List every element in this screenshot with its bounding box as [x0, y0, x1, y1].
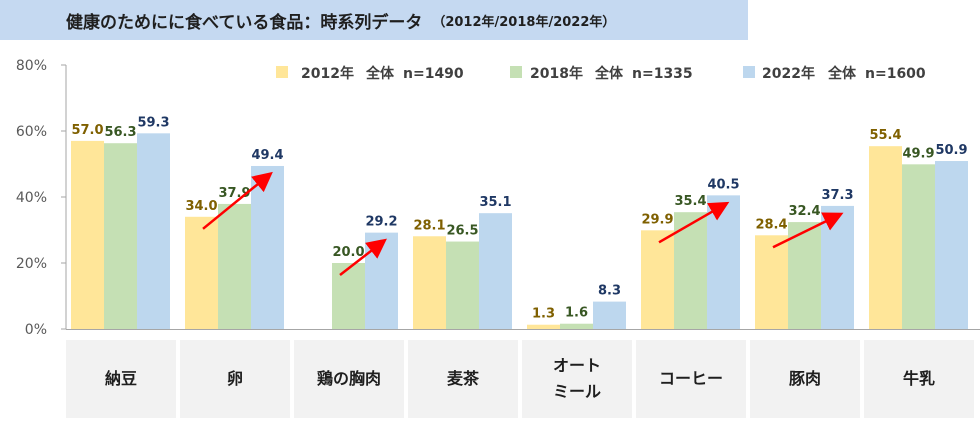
legend-label: 2018年	[530, 65, 583, 82]
category-label: 麦茶	[408, 340, 518, 418]
data-label: 59.3	[137, 115, 169, 130]
bar	[593, 301, 626, 329]
bar	[707, 195, 740, 329]
data-label: 55.4	[869, 128, 901, 143]
bar	[479, 213, 512, 329]
legend-label: n=1335	[632, 66, 693, 82]
y-tick-label: 60%	[16, 124, 47, 140]
data-label: 32.4	[788, 204, 820, 219]
data-label: 29.9	[641, 212, 673, 227]
data-label: 35.1	[479, 195, 511, 210]
data-label: 50.9	[935, 143, 967, 158]
bar	[902, 164, 935, 329]
legend-label: n=1600	[865, 66, 926, 82]
category-label: 豚肉	[750, 340, 860, 418]
bar	[935, 161, 968, 329]
bar	[641, 230, 674, 329]
chart-subtitle: （2012年/2018年/2022年）	[432, 14, 616, 30]
legend-label: 全体	[827, 65, 857, 82]
data-label: 20.0	[332, 245, 364, 260]
data-label: 26.5	[446, 224, 478, 239]
bar	[560, 323, 593, 329]
trend-arrow	[658, 201, 730, 244]
legend-label: 2012年	[301, 65, 354, 82]
data-label: 35.4	[674, 194, 706, 209]
legend-label: n=1490	[403, 66, 464, 82]
data-label: 8.3	[598, 284, 621, 299]
bar	[185, 216, 218, 329]
legend-swatch	[276, 66, 288, 78]
data-label: 37.3	[821, 188, 853, 203]
trend-arrow	[772, 212, 844, 249]
bar	[104, 143, 137, 329]
bar	[332, 263, 365, 329]
category-label: 納豆	[66, 340, 176, 418]
data-label: 57.0	[71, 123, 103, 138]
data-label: 56.3	[104, 125, 136, 140]
legend-swatch	[743, 66, 755, 78]
legend-swatch	[510, 66, 522, 78]
title-bar: 健康のためにに食べている食品：時系列データ （2012年/2018年/2022年…	[0, 0, 748, 40]
bar	[218, 203, 251, 329]
chart-title: 健康のためにに食べている食品：時系列データ	[66, 12, 423, 33]
trend-arrow	[339, 238, 387, 276]
y-tick-label: 40%	[16, 190, 47, 206]
category-label: 牛乳	[864, 340, 974, 418]
data-label: 1.3	[532, 307, 555, 322]
data-label: 40.5	[707, 177, 739, 192]
bar	[821, 205, 854, 329]
bar	[365, 232, 398, 329]
legend-label: 全体	[594, 65, 624, 82]
legend-label: 全体	[365, 65, 395, 82]
category-label: 卵	[180, 340, 290, 418]
y-tick-label: 0%	[25, 322, 47, 338]
trend-arrow	[202, 171, 273, 230]
bar	[869, 146, 902, 329]
data-label: 29.2	[365, 215, 397, 230]
category-label: 鶏の胸肉	[294, 340, 404, 418]
data-label: 49.4	[251, 148, 283, 163]
legend-label: 2022年	[762, 65, 815, 82]
category-label: コーヒー	[636, 340, 746, 418]
data-label: 1.6	[565, 306, 588, 321]
y-tick-label: 80%	[16, 58, 47, 74]
data-label: 28.1	[413, 218, 445, 233]
data-label: 34.0	[185, 199, 217, 214]
bar	[788, 222, 821, 329]
category-axis: 納豆卵鶏の胸肉 麦茶 オート ミール コーヒー 豚肉 牛乳	[66, 340, 980, 418]
bar	[527, 324, 560, 329]
data-label: 28.4	[755, 217, 787, 232]
bar	[71, 140, 104, 329]
bar	[446, 241, 479, 329]
category-label: オート ミール	[522, 340, 632, 418]
bar	[755, 235, 788, 329]
bar	[413, 236, 446, 329]
y-tick-label: 20%	[16, 256, 47, 272]
bar	[137, 133, 170, 329]
bar	[251, 165, 284, 329]
data-label: 49.9	[902, 146, 934, 161]
